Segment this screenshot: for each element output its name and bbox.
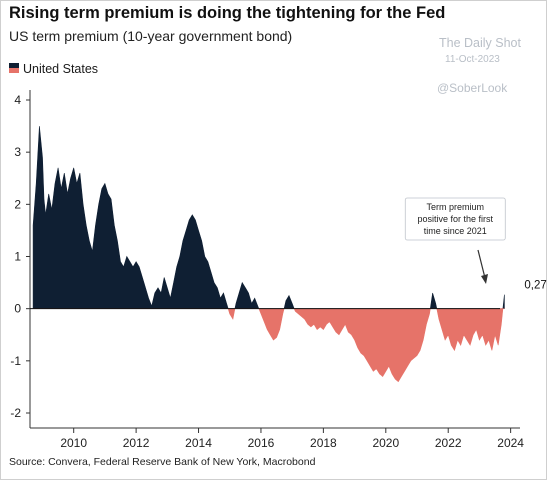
watermark-date: 11-Oct-2023	[445, 54, 500, 65]
chart-title: Rising term premium is doing the tighten…	[9, 4, 446, 22]
x-tick-label: 2018	[310, 436, 337, 450]
annotation-text-line: Term premium	[427, 202, 485, 212]
legend-swatch-negative	[9, 68, 19, 73]
x-tick-label: 2012	[123, 436, 150, 450]
watermark-brand: The Daily Shot	[439, 36, 521, 50]
legend-label-united-states: United States	[23, 62, 99, 76]
x-tick-label: 2010	[60, 436, 87, 450]
chart-subtitle: US term premium (10-year government bond…	[9, 28, 293, 44]
end-value-label: 0,27	[524, 280, 546, 292]
series-area-negative	[33, 308, 505, 383]
x-tick-label: 2014	[185, 436, 212, 450]
source-note: Source: Convera, Federal Reserve Bank of…	[9, 456, 316, 468]
annotation-text-line: positive for the first	[418, 214, 494, 224]
x-tick-label: 2020	[372, 436, 399, 450]
y-tick-label: -1	[10, 354, 21, 368]
y-tick-label: 1	[14, 250, 21, 264]
y-tick-label: 0	[14, 302, 21, 316]
annotation-box	[404, 197, 506, 241]
y-tick-label: -2	[10, 406, 21, 420]
annotation-arrow-line	[477, 249, 486, 279]
annotation-arrow-head	[481, 274, 488, 284]
watermark-handle: @SoberLook	[437, 81, 508, 95]
annotation-text-line: time since 2021	[424, 226, 487, 236]
x-tick-label: 2022	[435, 436, 462, 450]
x-tick-label: 2024	[497, 436, 524, 450]
legend-swatch	[9, 63, 19, 73]
y-tick-label: 3	[14, 145, 21, 159]
x-tick-label: 2016	[248, 436, 275, 450]
legend-swatch-positive	[9, 63, 19, 68]
y-tick-label: 4	[14, 93, 21, 107]
y-tick-label: 2	[14, 197, 21, 211]
chart-legend: United States	[9, 62, 98, 76]
